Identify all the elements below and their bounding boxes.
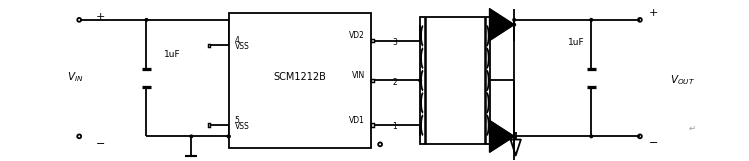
Text: +: + — [96, 12, 105, 22]
Text: +: + — [649, 9, 658, 19]
Text: 5: 5 — [234, 116, 240, 125]
Bar — [371, 39, 374, 42]
Ellipse shape — [228, 135, 230, 138]
Bar — [371, 123, 374, 127]
Ellipse shape — [590, 19, 592, 21]
Ellipse shape — [419, 79, 422, 82]
Text: 2: 2 — [392, 78, 397, 87]
Bar — [420, 17, 490, 144]
Ellipse shape — [513, 23, 515, 26]
Bar — [371, 79, 374, 82]
Text: VD1: VD1 — [349, 116, 365, 125]
Text: 4: 4 — [234, 36, 240, 45]
Text: −: − — [96, 139, 105, 149]
Text: VSS: VSS — [234, 122, 249, 131]
Text: VSS: VSS — [234, 43, 249, 52]
Bar — [207, 44, 210, 47]
Ellipse shape — [513, 19, 515, 21]
Text: −: − — [649, 138, 658, 148]
Ellipse shape — [145, 19, 148, 21]
Text: 3: 3 — [392, 38, 397, 47]
Ellipse shape — [228, 135, 230, 138]
Polygon shape — [490, 120, 515, 152]
Text: 1: 1 — [392, 122, 397, 131]
Text: SCM1212B: SCM1212B — [273, 72, 326, 82]
Bar — [207, 123, 210, 127]
Ellipse shape — [513, 135, 515, 138]
Text: 1uF: 1uF — [568, 38, 585, 47]
Text: VIN: VIN — [351, 71, 365, 80]
Ellipse shape — [190, 135, 192, 138]
Text: VD2: VD2 — [349, 31, 365, 40]
Polygon shape — [490, 9, 515, 41]
Text: 1uF: 1uF — [164, 50, 181, 59]
Text: ↵: ↵ — [688, 124, 696, 133]
Text: $V_{OUT}$: $V_{OUT}$ — [670, 74, 695, 87]
Text: $V_{IN}$: $V_{IN}$ — [67, 70, 84, 84]
Bar — [228, 14, 371, 147]
Ellipse shape — [590, 135, 592, 138]
